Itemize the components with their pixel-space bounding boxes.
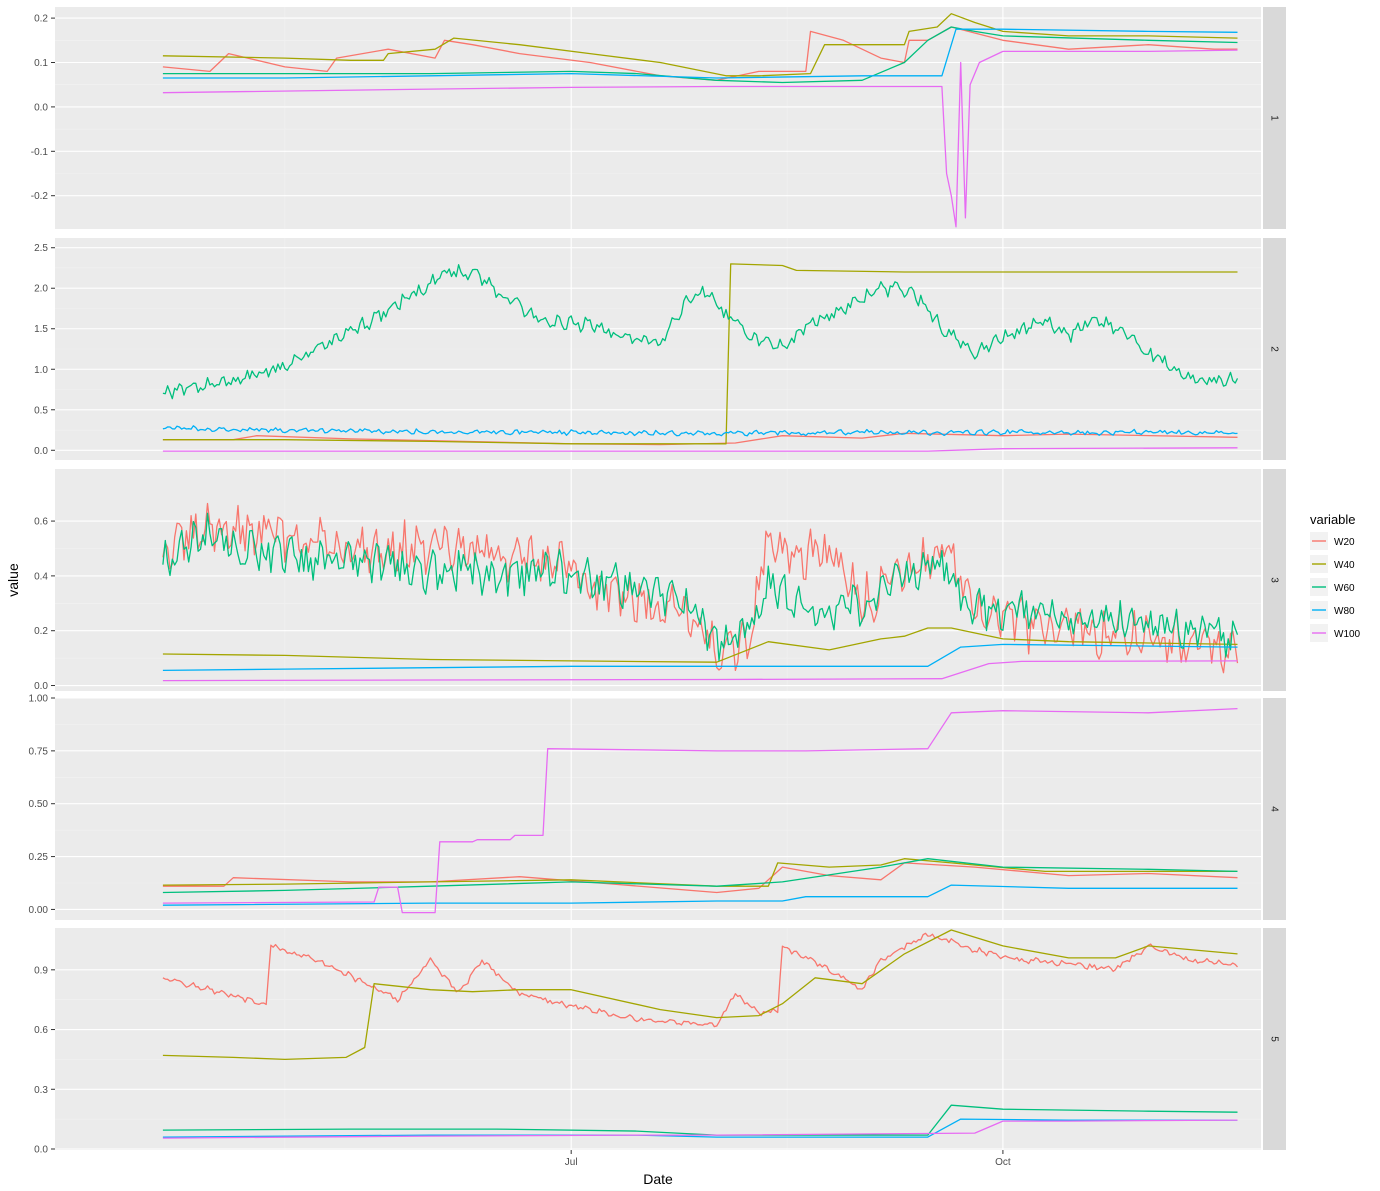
series-line-w60 bbox=[162, 26, 1238, 84]
legend-label: W20 bbox=[1334, 537, 1355, 548]
panel-background bbox=[55, 928, 1261, 1150]
y-tick-label: 2.5 bbox=[34, 243, 48, 254]
facet-strip-label: 1 bbox=[1269, 115, 1280, 121]
legend-item-w20: W20 bbox=[1310, 532, 1355, 550]
legend-item-w60: W60 bbox=[1310, 578, 1355, 596]
x-axis-title: Date bbox=[643, 1171, 673, 1187]
y-tick-label: 0.25 bbox=[29, 852, 49, 863]
legend-title: variable bbox=[1310, 512, 1356, 527]
y-tick-label: -0.1 bbox=[31, 147, 49, 158]
facet-strip bbox=[1263, 698, 1286, 920]
series-line-w60 bbox=[162, 1104, 1238, 1136]
y-tick-label: 0.0 bbox=[34, 446, 48, 457]
legend-item-w40: W40 bbox=[1310, 555, 1355, 573]
facet-strip bbox=[1263, 469, 1286, 691]
y-tick-label: 0.5 bbox=[34, 405, 48, 416]
series-line-w20 bbox=[162, 932, 1238, 1028]
y-tick-label: 0.2 bbox=[34, 626, 48, 637]
series-group bbox=[162, 502, 1239, 682]
y-axis-title: value bbox=[5, 563, 21, 597]
facet-strip bbox=[1263, 238, 1286, 460]
facet-strip-label: 3 bbox=[1269, 577, 1280, 583]
y-tick-label: 1.5 bbox=[34, 324, 48, 335]
y-tick-label: 2.0 bbox=[34, 284, 48, 295]
legend-label: W100 bbox=[1334, 629, 1361, 640]
legend-label: W60 bbox=[1334, 583, 1355, 594]
series-group bbox=[162, 263, 1239, 452]
series-line-w40 bbox=[162, 13, 1238, 77]
legend-label: W80 bbox=[1334, 606, 1355, 617]
y-tick-label: 0.00 bbox=[29, 905, 49, 916]
y-tick-label: 0.0 bbox=[34, 1145, 48, 1156]
panel-2: 2.5 2.0 1.5 1.0 0.5 0.0 2 bbox=[34, 238, 1286, 460]
series-line-w20 bbox=[162, 502, 1239, 674]
y-tick-label: 0.75 bbox=[29, 746, 49, 757]
chart-panels: 0.2 0.1 0.0 -0.1 -0.2 1 2.5 2.0 1.5 1.0 0.5 0.0 2 0.6… bbox=[29, 7, 1286, 1168]
y-tick-label: 0.4 bbox=[34, 571, 48, 582]
facet-strip-label: 2 bbox=[1269, 346, 1280, 352]
panel-5: 0.9 0.6 0.3 0.0 5 bbox=[34, 928, 1286, 1156]
x-tick-label: Oct bbox=[995, 1157, 1011, 1168]
series-line-w100 bbox=[162, 49, 1238, 228]
y-tick-label: 0.1 bbox=[34, 58, 48, 69]
series-line-w40 bbox=[162, 858, 1238, 887]
series-group bbox=[162, 707, 1238, 914]
legend-item-w100: W100 bbox=[1310, 624, 1361, 642]
series-line-w60 bbox=[162, 512, 1239, 662]
panel-3: 0.6 0.4 0.2 0.0 3 bbox=[34, 469, 1286, 692]
y-tick-label: 0.3 bbox=[34, 1085, 48, 1096]
panel-background bbox=[55, 698, 1261, 920]
series-line-w100 bbox=[162, 447, 1238, 452]
panel-1: 0.2 0.1 0.0 -0.1 -0.2 1 bbox=[31, 7, 1286, 229]
facet-strip bbox=[1263, 7, 1286, 229]
series-line-w60 bbox=[162, 264, 1239, 400]
series-group bbox=[162, 13, 1238, 228]
facet-strip bbox=[1263, 928, 1286, 1150]
y-tick-label: 1.0 bbox=[34, 365, 48, 376]
series-line-w40 bbox=[162, 263, 1238, 445]
legend-label: W40 bbox=[1334, 560, 1355, 571]
series-line-w20 bbox=[162, 862, 1238, 894]
series-line-w80 bbox=[162, 28, 1238, 79]
y-tick-label: 0.6 bbox=[34, 1025, 48, 1036]
legend: variable W20 W40 W60 W80 W100 bbox=[1310, 512, 1361, 642]
y-tick-label: 0.9 bbox=[34, 965, 48, 976]
y-tick-label: 0.0 bbox=[34, 102, 48, 113]
series-line-w80 bbox=[162, 425, 1238, 437]
series-group bbox=[162, 929, 1238, 1139]
panel-background bbox=[55, 7, 1261, 229]
y-tick-label: 0.50 bbox=[29, 799, 49, 810]
series-line-w100 bbox=[162, 707, 1238, 914]
y-tick-label: -0.2 bbox=[31, 191, 49, 202]
facet-strip-label: 5 bbox=[1269, 1036, 1280, 1042]
series-line-w40 bbox=[162, 627, 1238, 663]
panel-4: 1.00 0.75 0.50 0.25 0.00 4 bbox=[29, 694, 1286, 920]
y-tick-label: 0.2 bbox=[34, 14, 48, 25]
series-line-w100 bbox=[162, 660, 1238, 682]
legend-items: W20 W40 W60 W80 W100 bbox=[1310, 532, 1361, 642]
y-tick-label: 1.00 bbox=[29, 694, 49, 705]
series-line-w40 bbox=[162, 929, 1238, 1061]
y-tick-label: 0.6 bbox=[34, 517, 48, 528]
x-axis: Jul Oct bbox=[565, 1150, 1011, 1168]
y-tick-label: 0.0 bbox=[34, 681, 48, 692]
series-line-w80 bbox=[162, 884, 1238, 906]
legend-item-w80: W80 bbox=[1310, 601, 1355, 619]
facet-strip-label: 4 bbox=[1269, 806, 1280, 812]
series-line-w80 bbox=[162, 643, 1238, 672]
x-tick-label: Jul bbox=[565, 1157, 578, 1168]
series-line-w80 bbox=[162, 1118, 1238, 1138]
series-line-w100 bbox=[162, 1119, 1238, 1139]
